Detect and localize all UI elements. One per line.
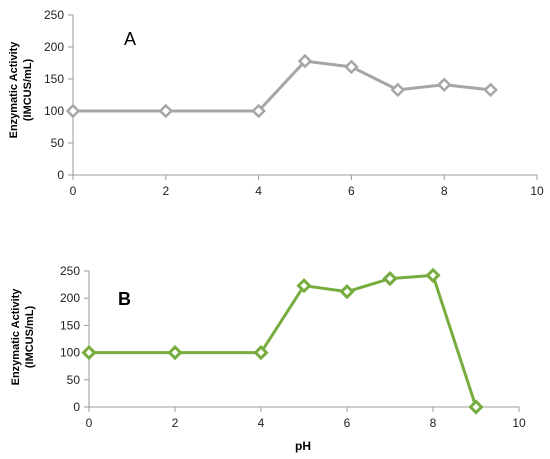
chart-a-ylabel-line1: Enzymatic Activity [8,41,20,139]
chart-b-panel-label: B [118,289,131,309]
x-tick-label: 10 [530,184,544,198]
x-tick-label: 0 [70,184,77,198]
x-tick-label: 8 [441,184,448,198]
y-tick-label: 250 [44,8,64,22]
y-tick-label: 200 [60,291,80,305]
data-point-marker [344,59,359,75]
y-tick-label: 50 [67,373,81,387]
y-tick-label: 150 [44,72,64,86]
data-point-marker [390,82,406,98]
chart-b-tick-labels: 0 50 100 150 200 250 0 2 4 6 8 10 [60,264,526,430]
series-line [89,273,478,408]
y-tick-label: 100 [44,104,64,118]
data-point-marker [158,103,174,119]
chart-b-ylabel-line2: (IMCUS/mL) [24,306,36,369]
x-tick-label: 4 [258,416,265,430]
data-point-marker [251,103,266,119]
y-tick-label: 0 [73,400,80,414]
x-tick-label: 8 [430,416,437,430]
data-point-marker [425,267,441,283]
chart-a-series [65,53,498,119]
x-tick-label: 2 [162,184,169,198]
y-tick-label: 250 [60,264,80,278]
y-tick-label: 200 [44,40,64,54]
x-tick-label: 10 [512,416,526,430]
data-point-marker [436,77,452,93]
x-tick-label: 2 [172,416,179,430]
data-point-marker [65,103,81,119]
y-tick-label: 150 [60,318,80,332]
y-tick-label: 100 [60,346,80,360]
y-tick-label: 50 [51,136,65,150]
x-tick-label: 6 [344,416,351,430]
data-point-marker [468,399,484,415]
data-point-marker [483,82,498,98]
series-line [73,59,491,113]
x-tick-label: 4 [255,184,262,198]
data-point-marker [339,284,355,300]
x-tick-label: 0 [86,416,93,430]
chart-a-panel-label: A [124,29,136,49]
data-point-marker [296,278,312,294]
chart-a: Enzymatic Activity (IMCUS/mL) A 05010015… [8,8,544,198]
chart-b-ylabel-line1: Enzymatic Activity [10,288,22,386]
chart-a-axes [68,14,538,180]
chart-a-tick-labels: 0 50 100 150 200 250 0 2 4 6 8 10 [44,8,544,198]
data-point-marker [382,270,398,287]
y-tick-label: 0 [57,168,64,182]
data-point-marker [297,53,313,69]
data-point-marker [167,344,183,361]
x-tick-label: 6 [348,184,355,198]
data-point-marker [81,344,97,361]
chart-b-xlabel: pH [295,439,311,453]
chart-b-axes [84,270,520,412]
chart-b: Enzymatic Activity (IMCUS/mL) B 05010015… [10,264,526,453]
chart-b-series [81,267,484,415]
chart-a-ylabel-line2: (IMCUS/mL) [22,59,34,122]
data-point-marker [253,344,269,361]
